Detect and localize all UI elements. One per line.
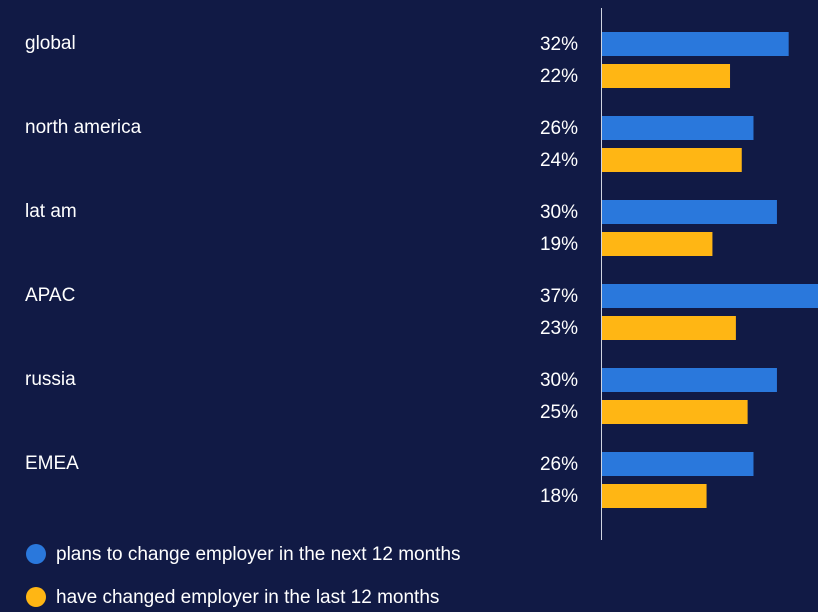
- legend-label: have changed employer in the last 12 mon…: [56, 587, 439, 608]
- value-label: 22%: [540, 66, 578, 87]
- bar: [601, 232, 713, 256]
- legend-label: plans to change employer in the next 12 …: [56, 544, 461, 565]
- value-label: 25%: [540, 402, 578, 423]
- value-label: 30%: [540, 202, 578, 223]
- value-label: 24%: [540, 150, 578, 171]
- bar: [601, 64, 731, 88]
- value-label: 26%: [540, 118, 578, 139]
- value-label: 23%: [540, 318, 578, 339]
- category-label: APAC: [25, 285, 75, 306]
- legend-marker: [26, 587, 46, 607]
- bar: [601, 148, 742, 172]
- value-label: 30%: [540, 370, 578, 391]
- bar: [601, 484, 707, 508]
- category-label: EMEA: [25, 453, 79, 474]
- category-label: russia: [25, 369, 76, 390]
- bar: [601, 200, 777, 224]
- bar: [601, 32, 789, 56]
- bar: [601, 116, 754, 140]
- value-label: 37%: [540, 286, 578, 307]
- value-label: 18%: [540, 486, 578, 507]
- bar: [601, 368, 777, 392]
- bar: [601, 316, 736, 340]
- value-label: 19%: [540, 234, 578, 255]
- value-label: 32%: [540, 34, 578, 55]
- category-label: lat am: [25, 201, 77, 222]
- value-label: 26%: [540, 454, 578, 475]
- legend-marker: [26, 544, 46, 564]
- category-label: global: [25, 33, 76, 54]
- category-label: north america: [25, 117, 142, 138]
- bar: [601, 452, 754, 476]
- bar: [601, 284, 818, 308]
- bar: [601, 400, 748, 424]
